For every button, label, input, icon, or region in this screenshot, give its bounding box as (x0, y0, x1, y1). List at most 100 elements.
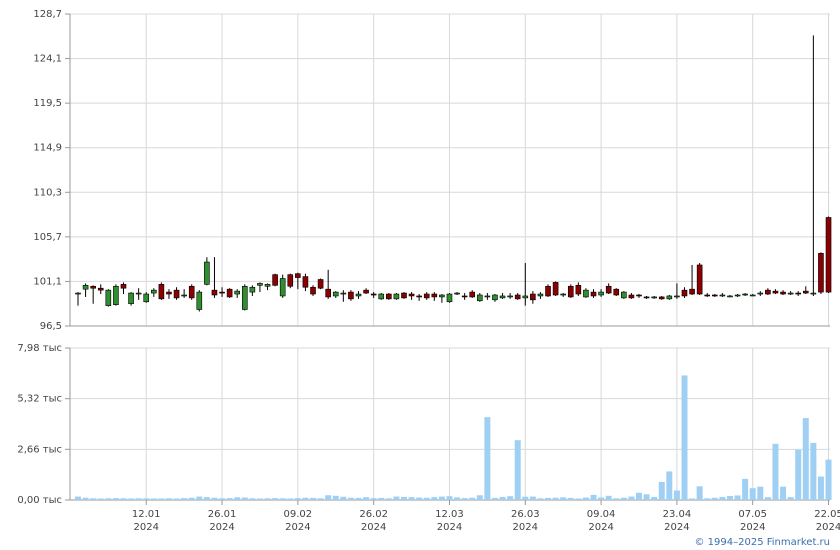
candle-body (325, 288, 331, 298)
candle-body (226, 288, 233, 298)
volume-bar (211, 497, 218, 500)
volume-bar (491, 497, 498, 500)
candle-body (279, 278, 286, 297)
candle-body (272, 274, 278, 286)
volume-bar (476, 495, 483, 500)
volume-bar (651, 496, 658, 500)
volume-bar (522, 496, 529, 500)
candle-body (423, 293, 430, 299)
candle-body (719, 294, 726, 297)
candle-body (560, 293, 566, 296)
candle-body (166, 291, 172, 295)
volume-bar (742, 478, 749, 500)
volume-bar (165, 498, 172, 500)
candle-body (749, 294, 756, 297)
volume-bar (499, 496, 506, 500)
candle-body (537, 293, 544, 297)
x-tick-label: 26.01 (208, 509, 237, 520)
candle-body (173, 289, 180, 299)
volume-bar (795, 449, 802, 500)
candle-body (204, 261, 210, 285)
x-tick-label: 23.04 (663, 509, 692, 520)
volume-bar (279, 498, 286, 500)
candle-body (416, 295, 422, 298)
y-tick-label: 128,7 (33, 9, 62, 20)
candle-body (454, 292, 460, 295)
volume-bar (340, 496, 347, 500)
volume-bar (696, 486, 703, 500)
candle-body (658, 296, 665, 300)
candle-body (727, 295, 733, 298)
volume-bar (370, 498, 377, 500)
volume-bar (598, 497, 605, 500)
x-tick-label: 07.05 (738, 509, 767, 520)
volume-bar (219, 498, 226, 500)
candle-body (363, 289, 369, 294)
volume-bar (787, 497, 794, 500)
candle-body (90, 285, 96, 289)
volume-bar (537, 498, 544, 500)
volume-bar (90, 498, 97, 500)
volume-bar (628, 496, 635, 500)
volume-bar (810, 442, 817, 500)
candle-body (628, 294, 635, 299)
volume-bar (423, 497, 430, 500)
candle-body (666, 295, 673, 300)
candle-body (355, 293, 362, 297)
candle-body (492, 294, 498, 301)
volume-bar (310, 497, 317, 500)
candle-body (712, 294, 718, 297)
volume-bar (658, 481, 665, 500)
volume-bar (545, 497, 552, 500)
candle-body (219, 291, 225, 294)
volume-bar (120, 498, 127, 500)
copyright: © 1994–2025 Finmarket.ru (694, 537, 830, 548)
y-tick-label: 124,1 (33, 54, 62, 65)
y-tick-label: 0,00 тыс (17, 495, 62, 506)
candle-body (188, 285, 195, 299)
volume-bar (393, 496, 400, 500)
volume-bar (173, 498, 180, 500)
y-tick-label: 105,7 (33, 232, 62, 243)
candle-body (499, 295, 506, 299)
candle-body (567, 285, 574, 298)
volume-bar (363, 497, 370, 500)
candle-body (522, 295, 529, 299)
volume-bar (757, 486, 764, 500)
candle-body (605, 285, 612, 294)
candle-body (181, 294, 187, 297)
candle-body (476, 294, 483, 302)
volume-bar (188, 497, 195, 500)
volume-bar (643, 494, 650, 500)
volume-bar (355, 497, 362, 500)
candle-body (552, 282, 559, 296)
candle-body (696, 264, 703, 295)
volume-bar (780, 486, 787, 500)
volume-bar (719, 496, 726, 500)
candle-body (795, 292, 801, 295)
candle-body (120, 284, 127, 289)
y-tick-label: 101,1 (33, 276, 62, 287)
volume-bar (97, 498, 104, 500)
volume-bar (438, 496, 445, 500)
candle-body (704, 294, 711, 297)
volume-bar (711, 497, 718, 500)
candle-body (287, 274, 294, 287)
candle-body (75, 292, 81, 295)
x-tick-year: 2024 (285, 522, 310, 533)
volume-bar (287, 498, 294, 500)
volume-bar (469, 497, 476, 500)
volume-bar (507, 496, 514, 500)
volume-bar (681, 375, 688, 500)
volume-bar (82, 497, 89, 500)
candle-body (810, 292, 817, 295)
volume-bar (325, 495, 332, 500)
volume-bar (726, 496, 733, 500)
volume-bar (605, 495, 612, 500)
y-tick-label: 5,32 тыс (17, 394, 62, 405)
candle-body (151, 289, 157, 294)
y-tick-label: 119,5 (33, 98, 62, 109)
x-tick-label: 09.02 (284, 509, 313, 520)
candle-body (674, 295, 680, 298)
volume-bar (143, 498, 150, 500)
